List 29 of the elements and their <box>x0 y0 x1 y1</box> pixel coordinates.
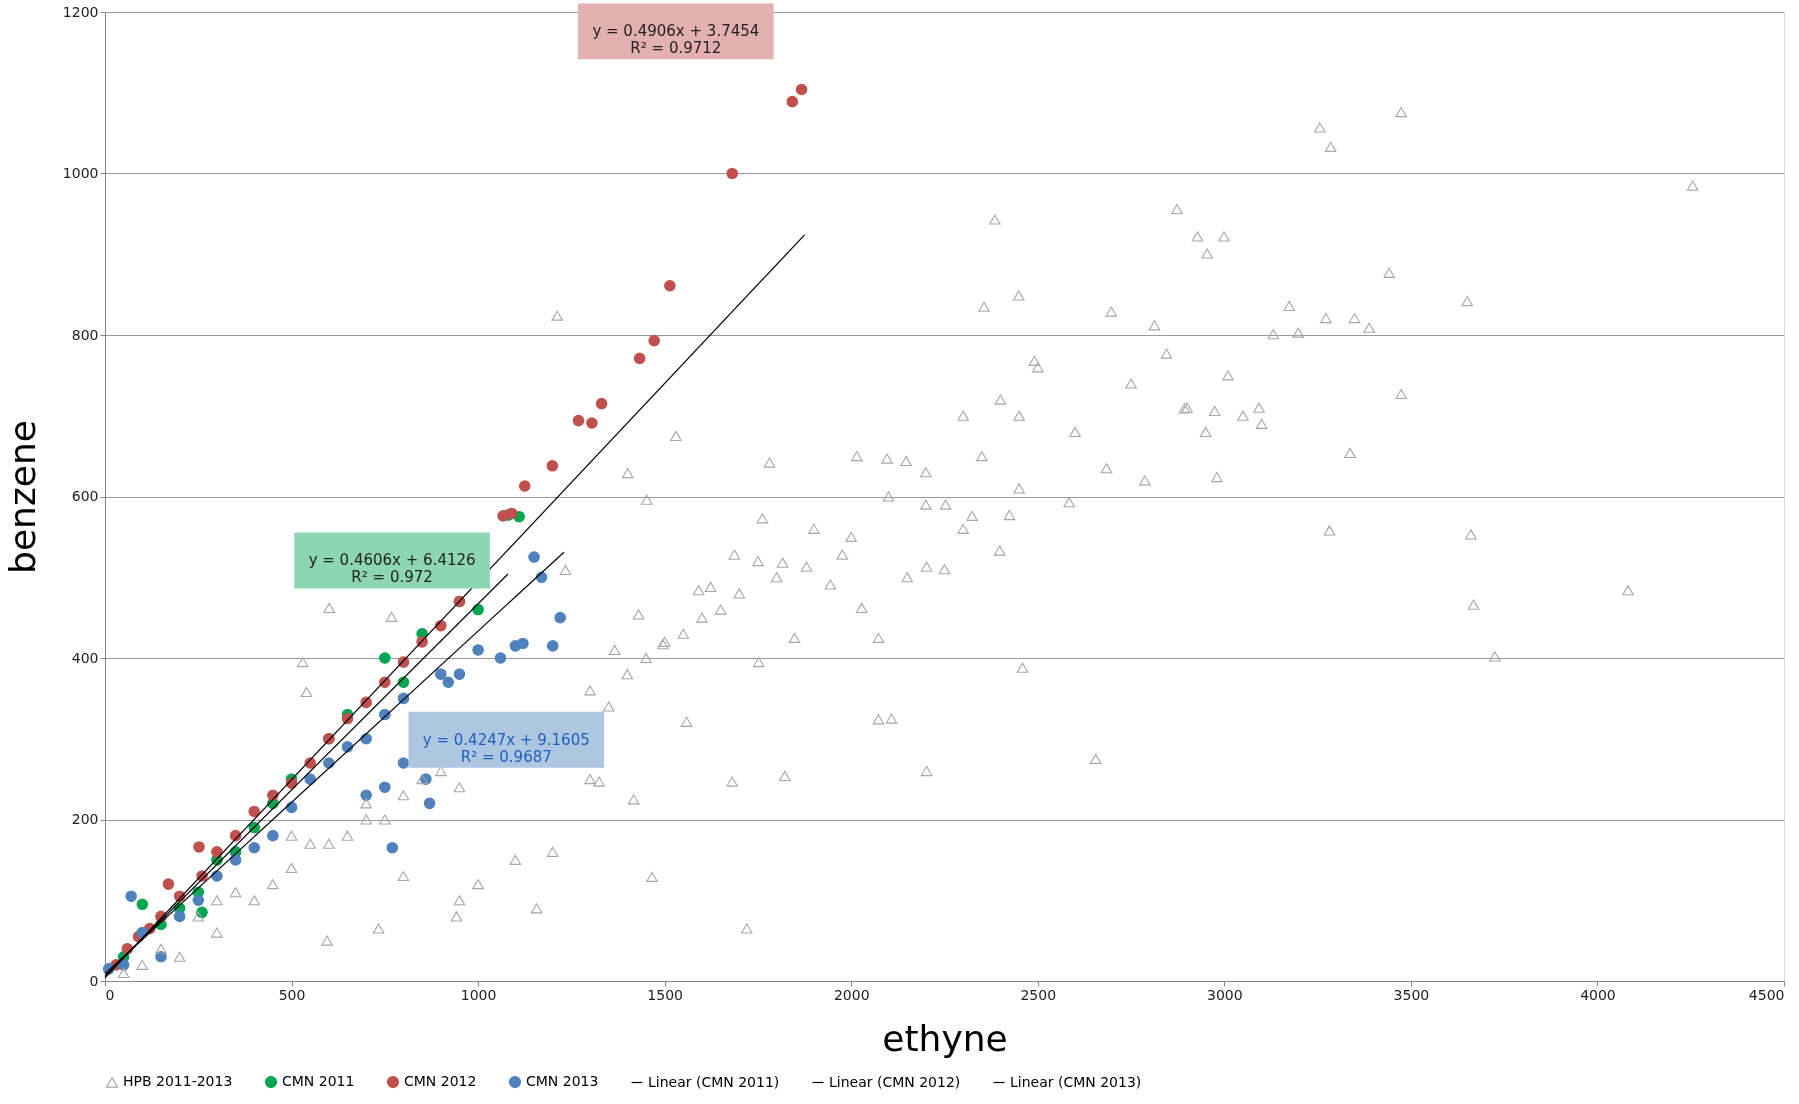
annotation: y = 0.4247x + 9.1605 R² = 0.9687 <box>422 730 590 766</box>
y-tick-label: 400 <box>71 649 99 666</box>
x-tick-label: 1000 <box>460 986 497 1003</box>
y-tick-label: 600 <box>71 488 99 504</box>
x-tick-label: 2000 <box>833 986 870 1003</box>
x-tick-label: 4500 <box>1748 986 1785 1003</box>
legend-label: HPB 2011-2013 <box>123 1073 233 1090</box>
annotation: y = 0.4606x + 6.4126 R² = 0.972 <box>308 551 476 587</box>
x-tick-label: 0 <box>105 986 115 1003</box>
y-tick-label: 0 <box>89 972 99 989</box>
x-tick-label: 4000 <box>1580 986 1616 1003</box>
legend-label: CMN 2012 <box>404 1073 477 1090</box>
y-axis-title: benzene <box>1 420 43 574</box>
y-tick-label: 200 <box>71 811 99 827</box>
legend-label: Linear (CMN 2011) <box>648 1073 780 1090</box>
y-tick-label: 1000 <box>62 165 99 181</box>
x-tick-label: 2500 <box>1020 986 1057 1003</box>
x-tick-label: 3000 <box>1207 986 1243 1003</box>
x-tick-label: 1500 <box>647 986 683 1003</box>
y-tick-label: 1200 <box>62 3 99 20</box>
legend-label: CMN 2011 <box>282 1073 355 1090</box>
x-tick-label: 3500 <box>1393 986 1430 1003</box>
annotation: y = 0.4906x + 3.7454 R² = 0.9712 <box>592 22 760 58</box>
x-tick-label: 500 <box>278 986 306 1003</box>
legend-label: Linear (CMN 2012) <box>829 1073 961 1090</box>
x-axis-title: ethyne <box>882 1017 1008 1059</box>
legend-label: Linear (CMN 2013) <box>1010 1073 1142 1090</box>
legend-label: CMN 2013 <box>526 1073 599 1090</box>
y-tick-label: 800 <box>71 326 99 343</box>
